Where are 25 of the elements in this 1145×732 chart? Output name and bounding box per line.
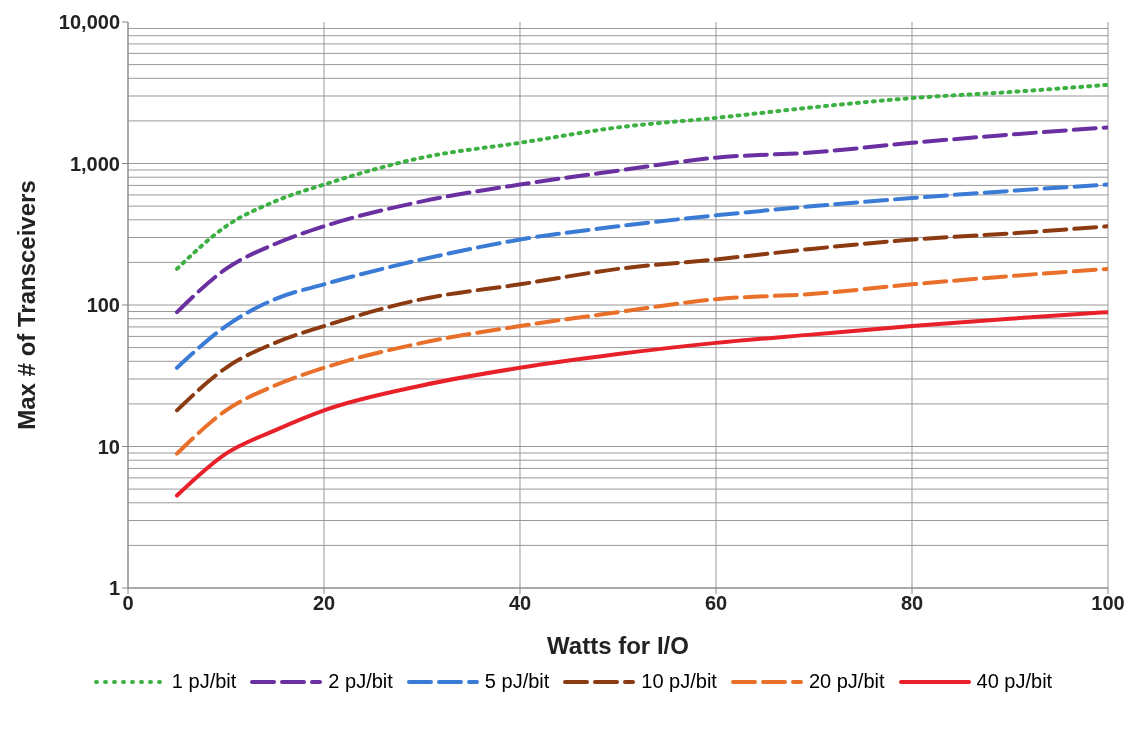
x-tick-label: 20 [312, 592, 336, 615]
y-tick-label: 1 [108, 577, 120, 600]
legend-label: 10 pJ/bit [640, 670, 717, 693]
line-series [175, 182, 1108, 370]
x-tick-label: 80 [900, 592, 924, 615]
line-series [175, 224, 1108, 413]
legend-label: 20 pJ/bit [807, 670, 885, 693]
line-series [175, 82, 1108, 271]
legend-label: 2 pJ/bit [327, 670, 393, 693]
y-tick-label: 100 [86, 294, 120, 317]
y-tick-label: 1,000 [69, 152, 120, 175]
legend-label: 40 pJ/bit [975, 670, 1053, 693]
x-tick-label: 0 [122, 592, 134, 615]
x-axis-title: Watts for I/O [547, 632, 689, 659]
line-series [175, 266, 1108, 456]
line-series [175, 125, 1108, 315]
x-tick-label: 40 [508, 592, 532, 615]
line-series [175, 310, 1108, 498]
x-tick-label: 100 [1091, 592, 1125, 615]
x-tick-label: 60 [704, 592, 728, 615]
legend-label: 5 pJ/bit [483, 670, 550, 693]
y-tick-label: 10,000 [58, 11, 120, 34]
y-tick-label: 10 [97, 435, 120, 458]
y-axis-title: Max # of Transceivers [12, 180, 40, 430]
legend-label: 1 pJ/bit [170, 670, 237, 693]
